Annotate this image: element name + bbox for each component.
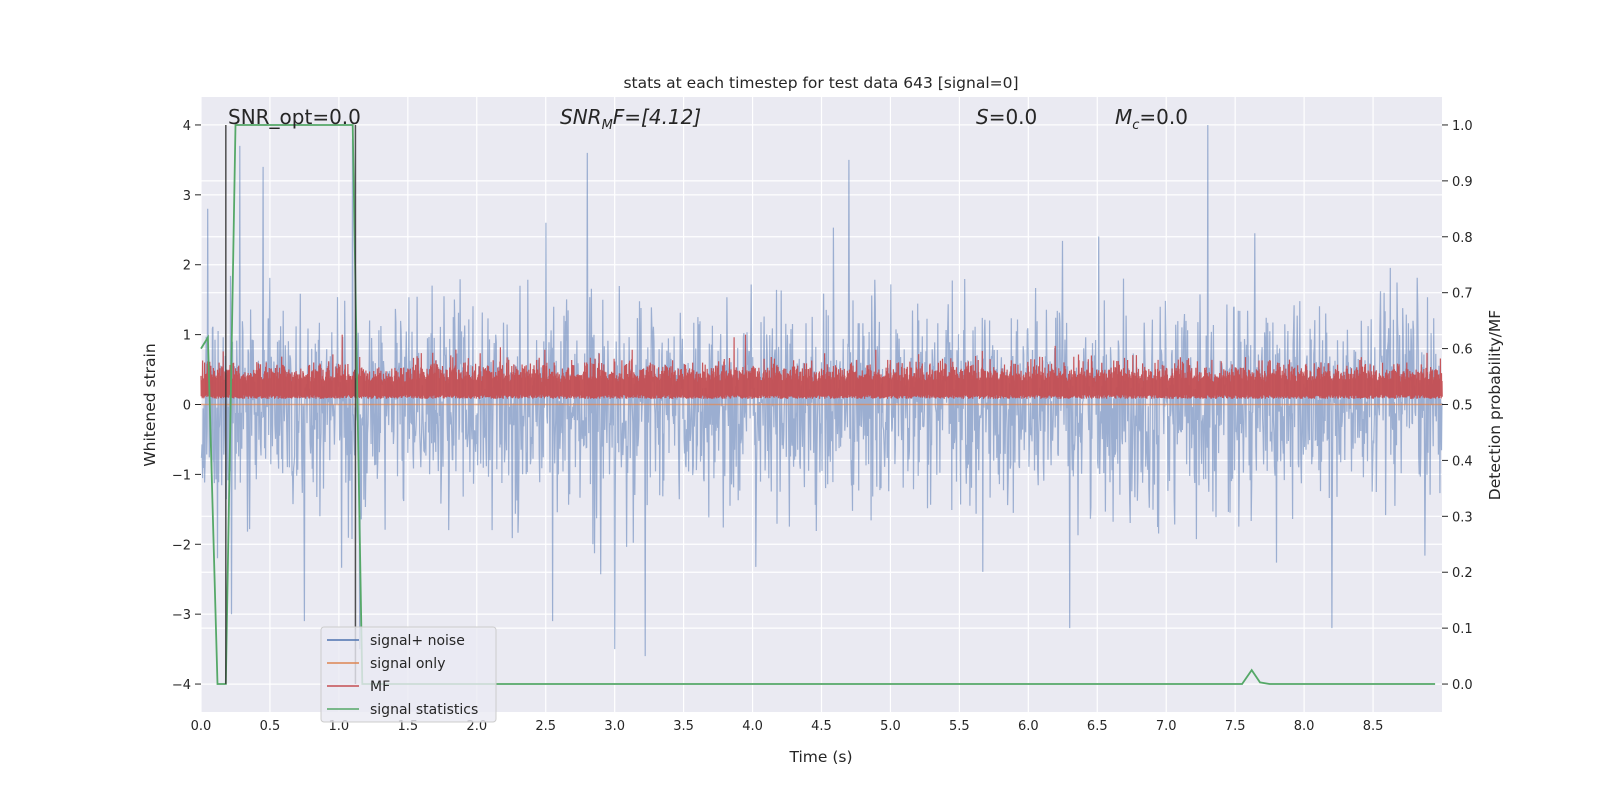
y2-tick-label: 0.7	[1452, 287, 1473, 302]
y-tick-label: 3	[183, 189, 191, 204]
y-axis-label: Whitened strain	[141, 343, 159, 466]
x-tick-label: 5.5	[949, 719, 970, 734]
x-tick-label: 6.0	[1018, 719, 1039, 734]
y2-tick-label: 0.5	[1452, 399, 1473, 414]
x-tick-label: 6.5	[1087, 719, 1108, 734]
x-tick-label: 7.5	[1225, 719, 1246, 734]
chart-title: stats at each timestep for test data 643…	[623, 74, 1018, 92]
annotation-snr-mf: SNRMF=[4.12]	[560, 105, 701, 133]
x-tick-label: 2.5	[535, 719, 556, 734]
y-tick-label: −3	[172, 608, 191, 623]
y2-tick-label: 0.6	[1452, 343, 1473, 358]
y-tick-label: −1	[172, 468, 191, 483]
y2-tick-label: 0.3	[1452, 510, 1473, 525]
legend-box	[320, 626, 497, 723]
x-tick-label: 1.0	[329, 719, 350, 734]
x-tick-label: 0.0	[191, 719, 212, 734]
x-tick-label: 7.0	[1156, 719, 1177, 734]
annotation-snr-mf-main: SNR	[560, 105, 602, 129]
y2-tick-label: 0.0	[1452, 678, 1473, 693]
tick-labels: 0.0 0.5 1.0 1.5 2.0 2.5 3.0 3.5 4.0 4.5 5.0 5.5 6.0 6…	[172, 119, 1473, 734]
annotation-snr-opt: SNR_opt=0.0	[228, 105, 361, 129]
y2-tick-label: 0.4	[1452, 454, 1473, 469]
annotation-s-rest: =0.0	[989, 105, 1038, 129]
x-tick-label: 8.0	[1294, 719, 1315, 734]
annotation-mc-italic: M	[1115, 105, 1132, 129]
y2-tick-label: 0.8	[1452, 231, 1473, 246]
annotation-mc-rest: =0.0	[1139, 105, 1188, 129]
annotation-snr-mf-rest: F=[4.12]	[613, 105, 701, 129]
x-tick-label: 5.0	[880, 719, 901, 734]
series-line-mf	[200, 334, 1443, 399]
x-tick-label: 3.0	[604, 719, 625, 734]
legend-label-signal-only: signal only	[370, 656, 445, 672]
y2-tick-label: 0.9	[1452, 175, 1473, 190]
annotation-snr-mf-sub: M	[602, 118, 613, 133]
legend-label-signal-noise: signal+ noise	[370, 633, 465, 649]
y-tick-label: 1	[183, 329, 191, 344]
annotation-mc-sub: c	[1132, 118, 1139, 133]
legend: signal+ noise signal only MF signal stat…	[320, 626, 497, 723]
x-tick-label: 0.5	[260, 719, 281, 734]
x-axis-label: Time (s)	[788, 748, 852, 766]
x-tick-label: 3.5	[673, 719, 694, 734]
y2-axis-label: Detection probability/MF	[1486, 310, 1504, 501]
legend-label-mf: MF	[370, 679, 390, 695]
x-tick-label: 4.5	[811, 719, 832, 734]
y-tick-label: 4	[183, 119, 191, 134]
x-tick-label: 2.0	[466, 719, 487, 734]
x-tick-label: 8.5	[1363, 719, 1384, 734]
annotation-s: S=0.0	[976, 105, 1037, 129]
x-tick-label: 1.5	[397, 719, 418, 734]
annotation-mc: Mc=0.0	[1115, 105, 1188, 133]
y-tick-label: −2	[172, 538, 191, 553]
y2-tick-label: 1.0	[1452, 119, 1473, 134]
y-tick-label: −4	[172, 678, 191, 693]
y2-tick-label: 0.1	[1452, 622, 1473, 637]
y2-tick-label: 0.2	[1452, 566, 1473, 581]
x-tick-label: 4.0	[742, 719, 763, 734]
y-tick-label: 0	[183, 399, 191, 414]
y-tick-label: 2	[183, 259, 191, 274]
legend-label-signal-statistics: signal statistics	[370, 702, 478, 718]
annotation-s-italic: S	[976, 105, 989, 129]
